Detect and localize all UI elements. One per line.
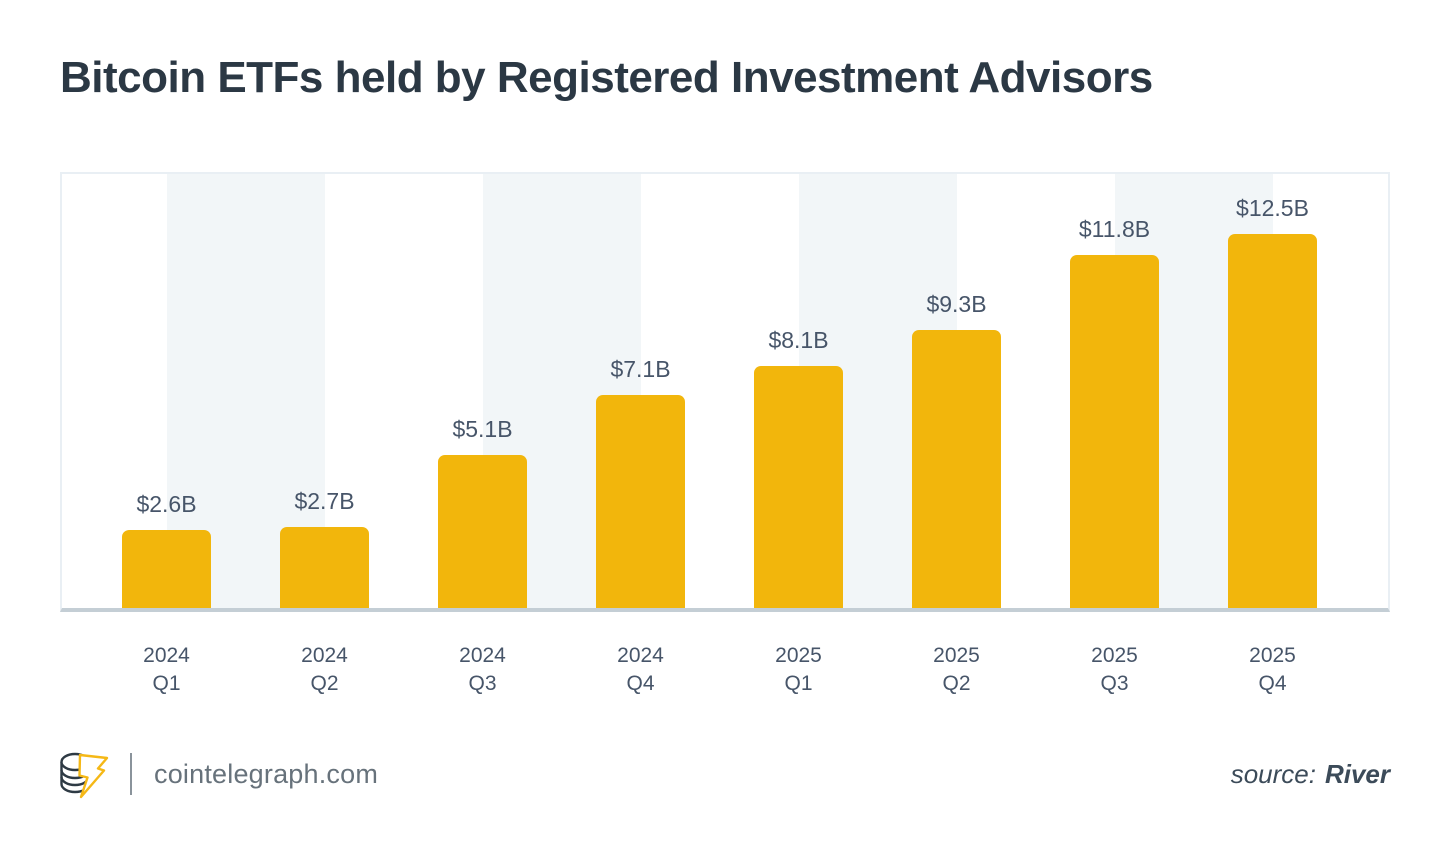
x-axis-label-quarter: Q3 bbox=[468, 672, 497, 695]
bar-value-label: $7.1B bbox=[610, 356, 671, 382]
x-axis-label-quarter: Q2 bbox=[310, 672, 339, 695]
x-axis-label-quarter: Q1 bbox=[784, 672, 813, 695]
bar-2025-q2 bbox=[912, 330, 1001, 608]
footer-site-text: cointelegraph.com bbox=[154, 758, 379, 789]
x-axis-label-quarter: Q1 bbox=[152, 672, 181, 695]
bar-2025-q1 bbox=[754, 366, 843, 608]
x-axis-label-quarter: Q3 bbox=[1100, 672, 1129, 695]
x-axis-label-quarter: Q2 bbox=[942, 672, 971, 695]
bar-2024-q1 bbox=[122, 530, 211, 608]
x-axis-label: 2025 Q3 bbox=[1045, 642, 1185, 698]
cointelegraph-logo-icon bbox=[60, 752, 109, 799]
x-axis-labels: 2024 Q1 2024 Q2 2024 Q3 2024 Q4 2025 Q1 2025 Q2 2025… bbox=[62, 642, 1388, 704]
x-axis-label-year: 2025 bbox=[1249, 644, 1296, 667]
bar-value-label: $2.6B bbox=[136, 491, 197, 517]
x-axis-label-year: 2024 bbox=[301, 644, 348, 667]
x-axis-label-year: 2025 bbox=[775, 644, 822, 667]
x-axis-label-quarter: Q4 bbox=[626, 672, 655, 695]
plot-area: $2.6B $2.7B $5.1B $7.1B $8.1B $9.3B $11.8B $12.… bbox=[60, 172, 1390, 612]
x-axis-label-year: 2025 bbox=[933, 644, 980, 667]
x-axis-label: 2024 Q1 bbox=[97, 642, 237, 698]
source-label: source: bbox=[1230, 758, 1316, 789]
x-axis-label-quarter: Q4 bbox=[1258, 672, 1287, 695]
bar-2024-q3 bbox=[438, 455, 527, 608]
x-axis-label: 2024 Q2 bbox=[255, 642, 395, 698]
bar-2024-q4 bbox=[596, 395, 685, 608]
bar-value-label: $5.1B bbox=[452, 416, 513, 442]
bar-2025-q3 bbox=[1070, 255, 1159, 608]
x-axis-label: 2024 Q3 bbox=[413, 642, 553, 698]
bar-value-label: $2.7B bbox=[294, 488, 355, 514]
x-axis-label: 2025 Q1 bbox=[729, 642, 869, 698]
page-title: Bitcoin ETFs held by Registered Investme… bbox=[60, 53, 1153, 102]
bar-2025-q4 bbox=[1228, 234, 1317, 608]
footer-brand: cointelegraph.com bbox=[56, 744, 378, 804]
x-axis-label-year: 2024 bbox=[617, 644, 664, 667]
bar-value-label: $9.3B bbox=[926, 291, 987, 317]
x-axis-label: 2025 Q2 bbox=[887, 642, 1027, 698]
lightning-bolt-icon bbox=[78, 753, 109, 799]
x-axis-label-year: 2025 bbox=[1091, 644, 1138, 667]
bar-value-label: $12.5B bbox=[1236, 195, 1309, 221]
x-axis-label-year: 2024 bbox=[143, 644, 190, 667]
bar-2024-q2 bbox=[280, 527, 369, 608]
x-axis-label: 2024 Q4 bbox=[571, 642, 711, 698]
x-axis-label: 2025 Q4 bbox=[1203, 642, 1343, 698]
source-name: River bbox=[1324, 758, 1390, 789]
bar-value-label: $8.1B bbox=[768, 327, 829, 353]
footer-source: source: River bbox=[1231, 744, 1390, 804]
x-axis-label-year: 2024 bbox=[459, 644, 506, 667]
bar-value-label: $11.8B bbox=[1078, 216, 1151, 242]
footer-divider bbox=[130, 753, 132, 795]
